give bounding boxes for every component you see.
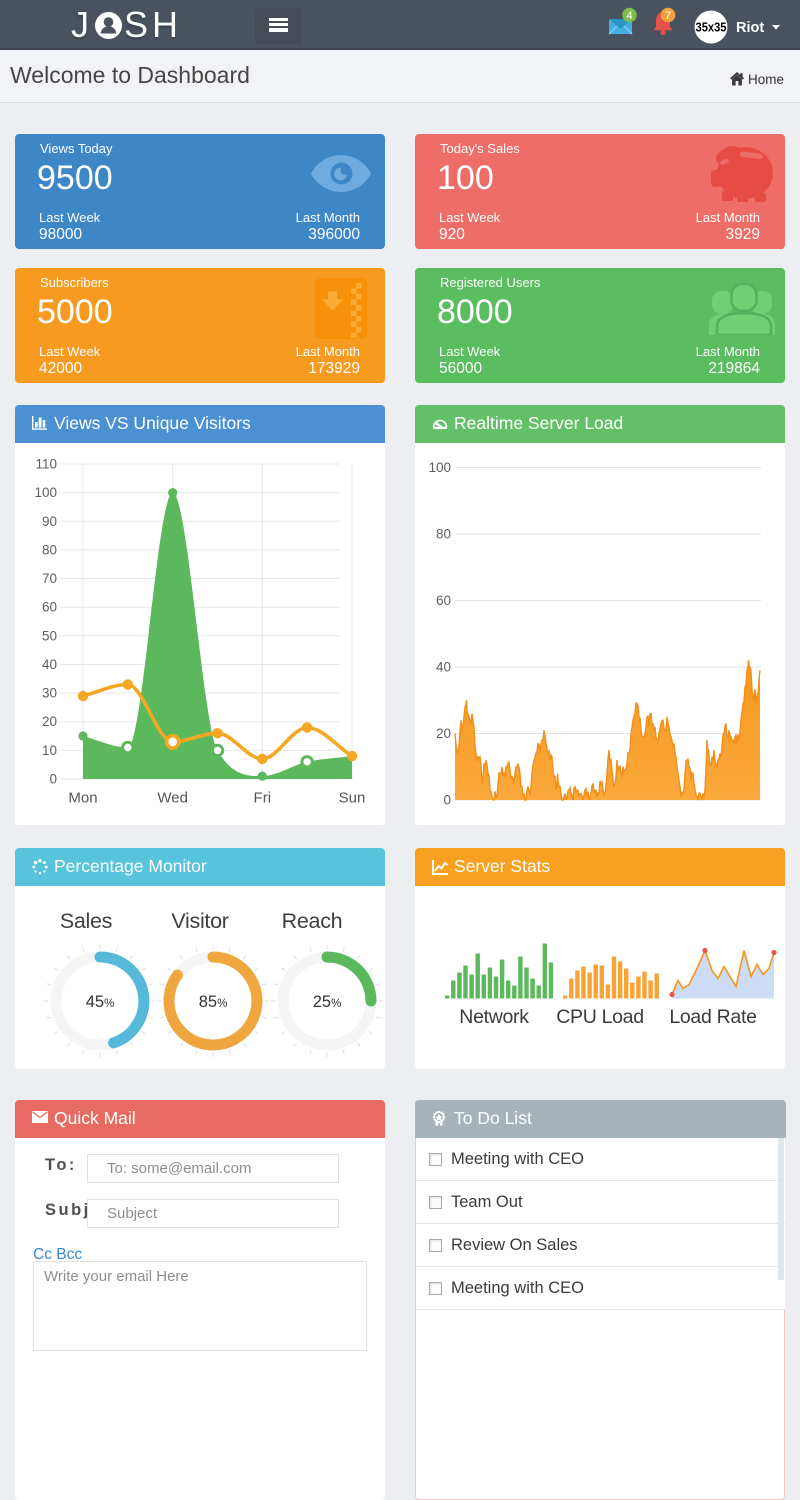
svg-text:7: 7: [665, 10, 671, 22]
svg-text:20: 20: [436, 726, 451, 741]
svg-text:4: 4: [626, 10, 632, 22]
svg-text:80: 80: [42, 542, 57, 557]
svg-text:80: 80: [436, 527, 451, 542]
svg-text:110: 110: [35, 457, 57, 472]
svg-text:100: 100: [428, 460, 451, 475]
svg-text:0: 0: [443, 793, 451, 808]
svg-text:90: 90: [42, 514, 57, 529]
svg-text:60: 60: [436, 593, 451, 608]
svg-text:100: 100: [34, 485, 57, 500]
svg-text:40: 40: [436, 660, 451, 675]
svg-text:35x35: 35x35: [696, 21, 727, 35]
svg-text:Wed: Wed: [157, 790, 188, 807]
svg-text:Mon: Mon: [68, 790, 97, 807]
svg-text:70: 70: [42, 571, 57, 586]
svg-text:45%: 45%: [86, 993, 115, 1011]
svg-text:0: 0: [49, 772, 57, 787]
svg-text:85%: 85%: [199, 993, 228, 1011]
svg-text:60: 60: [42, 600, 57, 615]
svg-text:50: 50: [42, 628, 57, 643]
svg-text:Fri: Fri: [254, 790, 272, 807]
svg-text:40: 40: [42, 657, 57, 672]
svg-text:Sun: Sun: [339, 790, 366, 807]
svg-text:25%: 25%: [313, 993, 342, 1011]
svg-text:20: 20: [42, 714, 57, 729]
svg-text:10: 10: [42, 743, 57, 758]
svg-text:30: 30: [42, 686, 57, 701]
svg-text:Riot: Riot: [736, 20, 764, 36]
